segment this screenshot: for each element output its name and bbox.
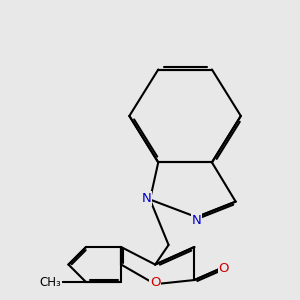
Text: O: O (219, 262, 229, 275)
Text: O: O (150, 276, 160, 289)
Text: N: N (192, 214, 201, 227)
Text: N: N (141, 192, 151, 206)
Text: CH₃: CH₃ (40, 276, 61, 289)
